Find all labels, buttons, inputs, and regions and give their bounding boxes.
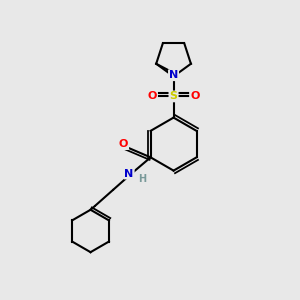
Text: O: O: [190, 92, 200, 101]
Text: N: N: [124, 169, 134, 178]
Text: S: S: [169, 92, 178, 101]
Text: H: H: [138, 174, 146, 184]
Text: O: O: [148, 92, 157, 101]
Text: N: N: [169, 70, 178, 80]
Text: O: O: [119, 139, 128, 149]
